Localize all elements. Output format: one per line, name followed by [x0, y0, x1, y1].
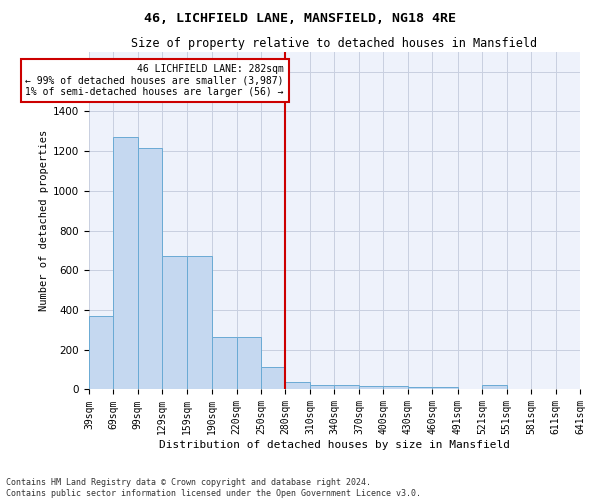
Bar [310, 384, 334, 390]
Bar [113, 137, 138, 390]
Bar [89, 316, 113, 390]
Bar [187, 256, 212, 390]
Bar [138, 148, 163, 390]
X-axis label: Distribution of detached houses by size in Mansfield: Distribution of detached houses by size … [159, 440, 510, 450]
Title: Size of property relative to detached houses in Mansfield: Size of property relative to detached ho… [131, 38, 538, 51]
Text: 46, LICHFIELD LANE, MANSFIELD, NG18 4RE: 46, LICHFIELD LANE, MANSFIELD, NG18 4RE [144, 12, 456, 26]
Bar [433, 388, 458, 390]
Y-axis label: Number of detached properties: Number of detached properties [39, 130, 49, 311]
Bar [334, 386, 359, 390]
Text: Contains HM Land Registry data © Crown copyright and database right 2024.
Contai: Contains HM Land Registry data © Crown c… [6, 478, 421, 498]
Bar [236, 337, 261, 390]
Bar [359, 386, 383, 390]
Bar [163, 256, 187, 390]
Bar [408, 388, 433, 390]
Text: 46 LICHFIELD LANE: 282sqm
← 99% of detached houses are smaller (3,987)
1% of sem: 46 LICHFIELD LANE: 282sqm ← 99% of detac… [25, 64, 284, 97]
Bar [383, 386, 408, 390]
Bar [212, 337, 236, 390]
Bar [286, 382, 310, 390]
Bar [261, 366, 286, 390]
Bar [482, 384, 506, 390]
